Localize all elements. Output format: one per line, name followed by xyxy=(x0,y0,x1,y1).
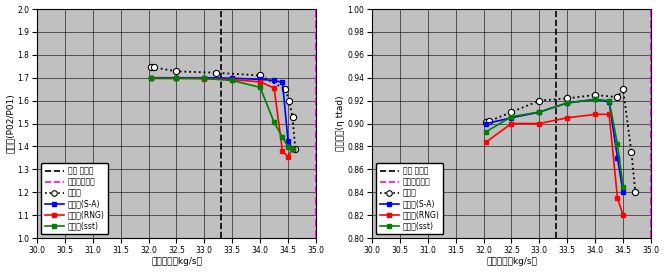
Y-axis label: 圧力比(P02/P01): 圧力比(P02/P01) xyxy=(5,94,15,153)
Legend: 設計 点流量, チョーク流量, 計測値, 解析値(S-A), 解析値(RNG), 解析値(sst): 設計 点流量, チョーク流量, 計測値, 解析値(S-A), 解析値(RNG),… xyxy=(41,163,108,234)
Y-axis label: 断熱効率(η ttad): 断熱効率(η ttad) xyxy=(336,96,344,151)
Legend: 設計 点流量, チョーク流量, 計測値, 解析値(S-A), 解析値(RNG), 解析値(sst): 設計 点流量, チョーク流量, 計測値, 解析値(S-A), 解析値(RNG),… xyxy=(376,163,443,234)
X-axis label: 質量流量［kg/s］: 質量流量［kg/s］ xyxy=(486,257,537,267)
X-axis label: 質量流量［kg/s］: 質量流量［kg/s］ xyxy=(151,257,202,267)
